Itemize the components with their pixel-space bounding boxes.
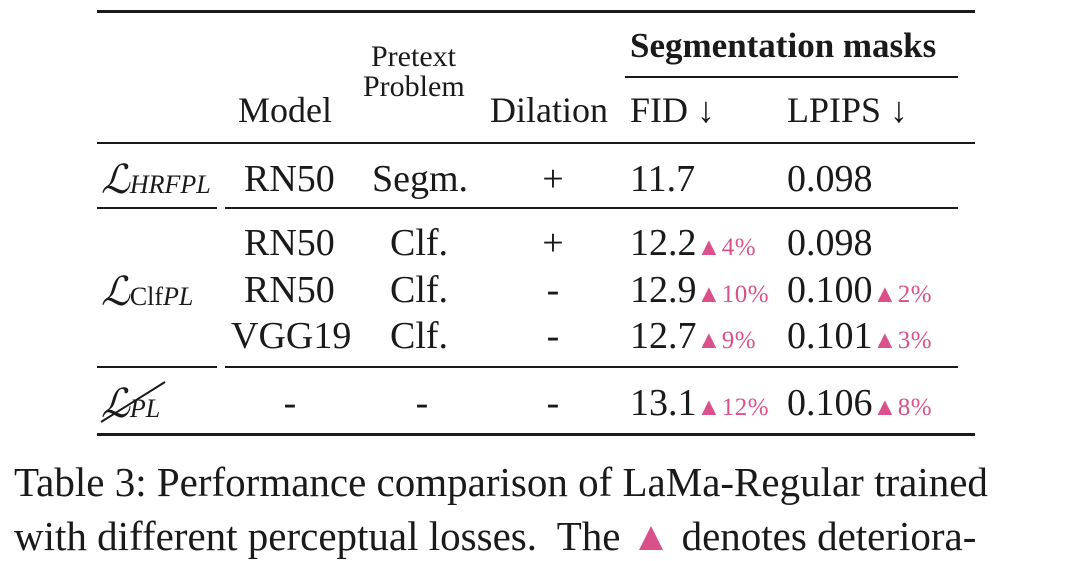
cell-model: RN50 [244,222,335,264]
cell-model: - [283,382,297,424]
cell-fid: 13.1▲12% [630,382,770,424]
cell-dilation: + [542,222,564,264]
cell-dilation: + [542,158,564,200]
cell-fid: 12.9▲10% [630,269,770,311]
table-caption-line2: with different perceptual losses. The ▲ … [14,513,977,559]
header-lpips: LPIPS ↓ [787,90,909,130]
group-cmidrule [625,76,958,78]
loss-label-pl-struck: ℒPL [100,381,166,424]
cell-dilation: - [546,382,560,424]
cell-pretext: Clf. [390,269,449,311]
group1-left-rule [97,207,217,209]
cell-pretext: - [415,382,429,424]
cell-fid: 12.7▲9% [630,315,757,357]
group1-right-rule [225,207,958,209]
cell-model: RN50 [244,269,335,311]
table-caption-line1: Table 3: Performance comparison of LaMa-… [14,459,988,505]
cell-pretext: Segm. [372,158,469,200]
header-pretext-line1: Pretext [371,40,456,73]
cell-lpips: 0.100▲2% [787,269,933,311]
cell-dilation: - [546,315,560,357]
cell-fid: 11.7 [630,158,696,200]
group2-right-rule [225,366,958,368]
header-fid: FID ↓ [630,90,716,130]
bottom-rule [97,433,975,436]
header-dilation: Dilation [490,90,608,130]
loss-label-hrfpl: ℒHRFPL [101,157,211,203]
strikethrough-mark [100,381,166,423]
header-group-segmentation: Segmentation masks [630,26,937,65]
cell-lpips: 0.101▲3% [787,315,933,357]
cell-pretext: Clf. [390,222,449,264]
cell-dilation: - [546,269,560,311]
cell-model: VGG19 [231,315,352,357]
header-model: Model [238,90,332,130]
header-pretext-line2: Problem [363,70,465,103]
cell-fid: 12.2▲4% [630,222,757,264]
triangle-icon: ▲ [630,513,672,559]
cell-lpips: 0.098 [787,222,873,264]
cell-model: RN50 [244,158,335,200]
cell-lpips: 0.098 [787,158,873,200]
loss-label-clfpl: ℒClfPL [101,269,194,315]
cell-lpips: 0.106▲8% [787,382,933,424]
header-rule [97,142,975,144]
top-rule [97,10,975,13]
cell-pretext: Clf. [390,315,449,357]
group2-left-rule [97,366,217,368]
